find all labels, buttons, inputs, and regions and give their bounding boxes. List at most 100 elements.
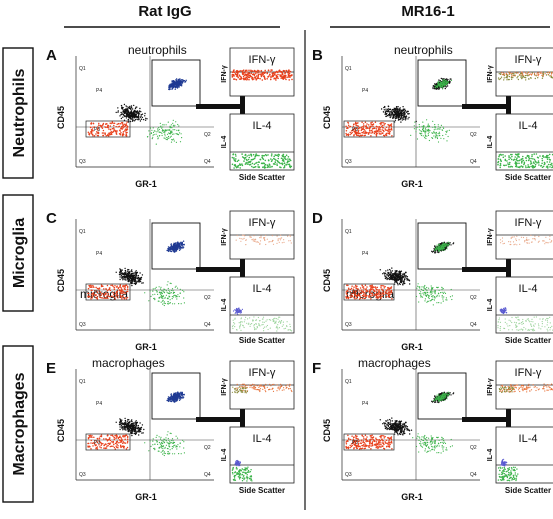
- event-dot: [422, 126, 423, 127]
- event-dot: [396, 107, 397, 108]
- event-dot: [259, 78, 261, 80]
- event-dot: [179, 79, 180, 80]
- event-dot: [500, 239, 501, 240]
- event-cloud: [380, 267, 411, 285]
- event-dot: [404, 275, 405, 276]
- event-dot: [288, 156, 290, 158]
- event-dot: [174, 125, 175, 126]
- event-dot: [262, 74, 264, 76]
- event-dot: [88, 131, 90, 133]
- event-dot: [129, 279, 130, 280]
- event-dot: [497, 162, 499, 164]
- event-dot: [444, 84, 445, 85]
- event-dot: [277, 328, 278, 329]
- event-dot: [547, 167, 549, 169]
- event-dot: [420, 295, 421, 296]
- event-dot: [128, 280, 129, 281]
- event-dot: [164, 124, 165, 125]
- event-dot: [128, 107, 129, 108]
- event-dot: [233, 167, 235, 169]
- event-dot: [122, 123, 124, 125]
- event-dot: [361, 289, 363, 291]
- event-dot: [102, 297, 104, 299]
- event-dot: [447, 82, 448, 83]
- event-dot: [439, 244, 440, 245]
- event-dot: [129, 117, 130, 118]
- event-dot: [240, 321, 241, 322]
- event-dot: [527, 240, 528, 241]
- event-dot: [141, 114, 142, 115]
- event-dot: [104, 126, 106, 128]
- event-dot: [376, 289, 378, 291]
- event-dot: [116, 285, 118, 287]
- event-dot: [235, 73, 237, 75]
- event-dot: [91, 293, 93, 295]
- event-dot: [121, 271, 122, 272]
- event-dot: [122, 295, 124, 297]
- event-dot: [379, 296, 381, 298]
- event-dot: [164, 134, 165, 135]
- event-dot: [116, 124, 118, 126]
- event-dot: [171, 251, 172, 252]
- event-dot: [143, 429, 144, 430]
- event-dot: [239, 327, 240, 328]
- event-dot: [519, 323, 520, 324]
- event-dot: [435, 126, 436, 127]
- event-dot: [536, 153, 538, 155]
- event-dot: [270, 77, 272, 79]
- event-dot: [172, 123, 173, 124]
- event-dot: [443, 127, 444, 128]
- event-dot: [356, 286, 358, 288]
- ifn-axis-label: IFN-γ: [487, 228, 494, 246]
- event-dot: [276, 330, 277, 331]
- quadrant-label: Q4: [470, 322, 477, 328]
- event-dot: [253, 235, 254, 236]
- event-dot: [263, 155, 265, 157]
- event-dot: [539, 155, 541, 157]
- event-dot: [435, 249, 436, 250]
- event-dot: [363, 288, 365, 290]
- event-dot: [286, 70, 288, 72]
- quadrant-label: Q4: [204, 159, 211, 165]
- event-dot: [402, 118, 403, 119]
- event-dot: [124, 113, 125, 114]
- event-dot: [396, 115, 397, 116]
- event-dot: [159, 292, 160, 293]
- event-dot: [549, 72, 550, 73]
- event-cloud: [416, 283, 453, 305]
- event-dot: [242, 72, 244, 74]
- event-dot: [142, 274, 143, 275]
- event-dot: [130, 108, 131, 109]
- event-dot: [429, 298, 430, 299]
- event-dot: [236, 308, 237, 309]
- event-dot: [396, 111, 397, 112]
- event-dot: [132, 279, 133, 280]
- gate-label: P4: [96, 251, 102, 257]
- event-dot: [388, 290, 390, 292]
- event-dot: [512, 166, 514, 168]
- event-dot: [181, 85, 182, 86]
- event-dot: [514, 163, 516, 165]
- event-dot: [358, 135, 360, 137]
- event-dot: [116, 291, 118, 293]
- event-dot: [263, 317, 264, 318]
- event-dot: [428, 126, 429, 127]
- event-dot: [268, 159, 270, 161]
- event-dot: [174, 140, 175, 141]
- event-dot: [402, 110, 403, 111]
- gate-label: P4: [362, 88, 368, 94]
- event-dot: [529, 243, 530, 244]
- event-dot: [110, 123, 112, 125]
- event-dot: [521, 322, 522, 323]
- event-dot: [131, 269, 132, 270]
- event-dot: [375, 286, 377, 288]
- event-dot: [365, 285, 367, 287]
- event-dot: [508, 156, 510, 158]
- event-dot: [175, 87, 176, 88]
- event-dot: [424, 292, 425, 293]
- event-dot: [268, 329, 269, 330]
- event-dot: [547, 72, 548, 73]
- event-dot: [253, 167, 255, 169]
- event-dot: [88, 133, 90, 135]
